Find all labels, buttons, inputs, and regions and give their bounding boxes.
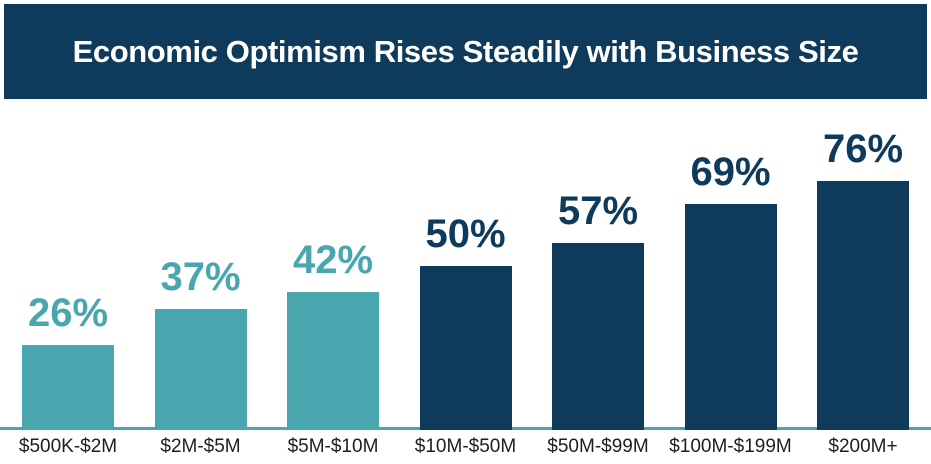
bar-value-label: 50% bbox=[425, 212, 506, 256]
title-banner: Economic Optimism Rises Steadily with Bu… bbox=[4, 4, 927, 99]
x-axis-tick-label: $200M+ bbox=[828, 436, 898, 457]
bar-value-label: 57% bbox=[557, 189, 639, 233]
bar-value-label: 76% bbox=[822, 127, 904, 171]
bar bbox=[684, 204, 777, 430]
bar-column: 42% bbox=[287, 240, 379, 430]
bar-value-label: 42% bbox=[292, 238, 374, 282]
bar-value-label: 69% bbox=[690, 150, 771, 194]
bar bbox=[154, 309, 247, 430]
x-axis-tick-label: $100M-$199M bbox=[669, 436, 792, 457]
bar-value-label: 26% bbox=[27, 291, 109, 335]
x-axis-tick-label: $10M-$50M bbox=[414, 436, 517, 457]
bar bbox=[552, 243, 644, 430]
x-axis-tick-label: $500K-$2M bbox=[18, 436, 118, 457]
bar-column: 26% bbox=[22, 293, 114, 430]
bar-column: 57% bbox=[552, 191, 644, 430]
chart-title: Economic Optimism Rises Steadily with Bu… bbox=[72, 33, 859, 69]
bar bbox=[419, 266, 512, 430]
bar-column: 69% bbox=[684, 150, 777, 430]
bar-column: 50% bbox=[419, 212, 512, 430]
bar-chart: 26% 37% 42% 50% 57% 69% 76% $500K-$2M $2M-$5M $5… bbox=[0, 99, 931, 464]
bar-column: 37% bbox=[154, 255, 247, 430]
x-axis-tick-label: $2M-$5M bbox=[160, 436, 241, 457]
bar bbox=[817, 181, 909, 430]
x-axis-tick-label: $50M-$99M bbox=[547, 436, 649, 457]
bar bbox=[22, 345, 114, 430]
x-axis-tick-label: $5M-$10M bbox=[287, 436, 379, 457]
bar bbox=[287, 292, 379, 430]
bar-value-label: 37% bbox=[160, 255, 241, 299]
bar-column: 76% bbox=[817, 129, 909, 430]
